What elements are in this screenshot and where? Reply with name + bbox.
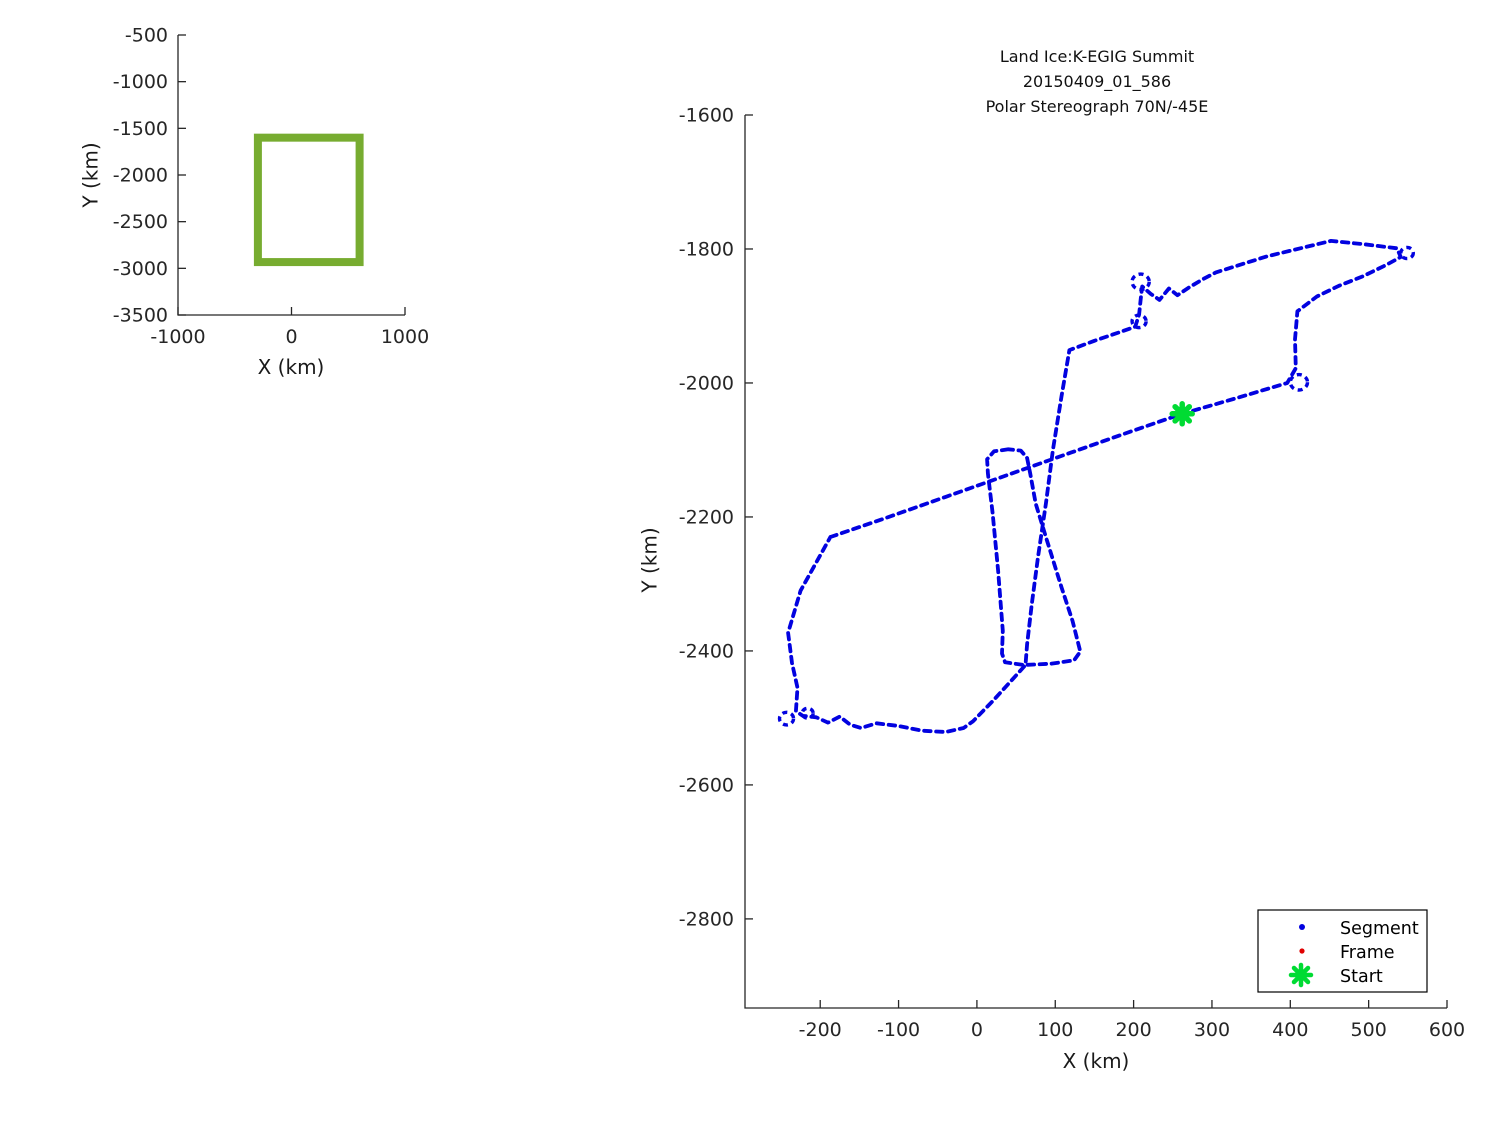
legend-label-segment: Segment bbox=[1340, 919, 1419, 939]
x-tick-label: 0 bbox=[971, 1019, 983, 1041]
legend-marker-start-asterisk bbox=[1288, 962, 1314, 988]
flight-track-yaxis-label: Y (km) bbox=[637, 527, 662, 593]
turn-loop bbox=[800, 706, 815, 720]
plot-title: Land Ice:K-EGIG Summit 20150409_01_586 P… bbox=[797, 44, 1397, 119]
legend-label-start: Start bbox=[1340, 967, 1383, 987]
plot-title-line1: Land Ice:K-EGIG Summit bbox=[999, 47, 1195, 66]
x-tick-label: 200 bbox=[1115, 1019, 1151, 1041]
y-tick-label: -1800 bbox=[679, 238, 734, 260]
y-tick-label: -2400 bbox=[679, 640, 734, 662]
y-tick-label: -2000 bbox=[679, 372, 734, 394]
coverage-yaxis-label: Y (km) bbox=[78, 142, 103, 208]
turn-loop bbox=[777, 710, 796, 727]
y-tick-label: -2800 bbox=[679, 908, 734, 930]
segment-track-path bbox=[985, 447, 1083, 667]
legend: Segment Frame Start bbox=[1257, 909, 1428, 993]
y-tick-label: -2000 bbox=[113, 165, 168, 187]
x-tick-label: 500 bbox=[1351, 1019, 1387, 1041]
x-tick-label: 300 bbox=[1194, 1019, 1230, 1041]
flight-track-xaxis-label: X (km) bbox=[1062, 1049, 1130, 1073]
turn-loop bbox=[1288, 372, 1310, 392]
x-tick-label: 100 bbox=[1037, 1019, 1073, 1041]
y-tick-label: -1600 bbox=[679, 105, 734, 127]
plot-title-line3: Polar Stereograph 70N/-45E bbox=[985, 97, 1209, 116]
coverage-extent-box bbox=[253, 133, 364, 267]
turn-loop bbox=[1399, 245, 1415, 261]
y-tick-label: -1500 bbox=[113, 118, 168, 140]
x-tick-label: 600 bbox=[1429, 1019, 1465, 1041]
turn-loop bbox=[1130, 313, 1148, 330]
x-tick-label: -1000 bbox=[150, 326, 205, 348]
x-tick-label: -100 bbox=[877, 1019, 920, 1041]
y-tick-label: -1000 bbox=[113, 71, 168, 93]
plot-title-line2: 20150409_01_586 bbox=[1022, 72, 1172, 91]
y-tick-label: -3000 bbox=[113, 258, 168, 280]
x-tick-label: 1000 bbox=[381, 326, 429, 348]
y-tick-label: -500 bbox=[125, 25, 168, 47]
flight-track-plot: -200 -100 0 100 200 300 400 500 600 -1600 -1800 -20… bbox=[679, 105, 1465, 1042]
legend-marker-segment-dot bbox=[1299, 924, 1305, 930]
segment-track-path bbox=[786, 239, 1403, 734]
x-tick-label: -200 bbox=[799, 1019, 842, 1041]
coverage-overview-plot: -1000 0 1000 -500 -1000 -1500 -2000 -2500 -3000 -… bbox=[113, 25, 429, 349]
y-tick-label: -2500 bbox=[113, 211, 168, 233]
x-tick-label: 400 bbox=[1272, 1019, 1308, 1041]
y-tick-label: -3500 bbox=[113, 305, 168, 327]
axis-spines bbox=[744, 115, 1447, 1009]
legend-box bbox=[1257, 909, 1428, 993]
x-tick-label: 0 bbox=[285, 326, 297, 348]
axis-spines bbox=[177, 35, 405, 316]
turn-loop bbox=[1130, 272, 1151, 292]
legend-label-frame: Frame bbox=[1340, 943, 1395, 963]
legend-marker-frame-dot bbox=[1299, 948, 1305, 954]
coverage-xaxis-label: X (km) bbox=[257, 355, 325, 379]
y-tick-label: -2600 bbox=[679, 774, 734, 796]
start-marker-center bbox=[1178, 409, 1187, 418]
y-tick-label: -2200 bbox=[679, 506, 734, 528]
